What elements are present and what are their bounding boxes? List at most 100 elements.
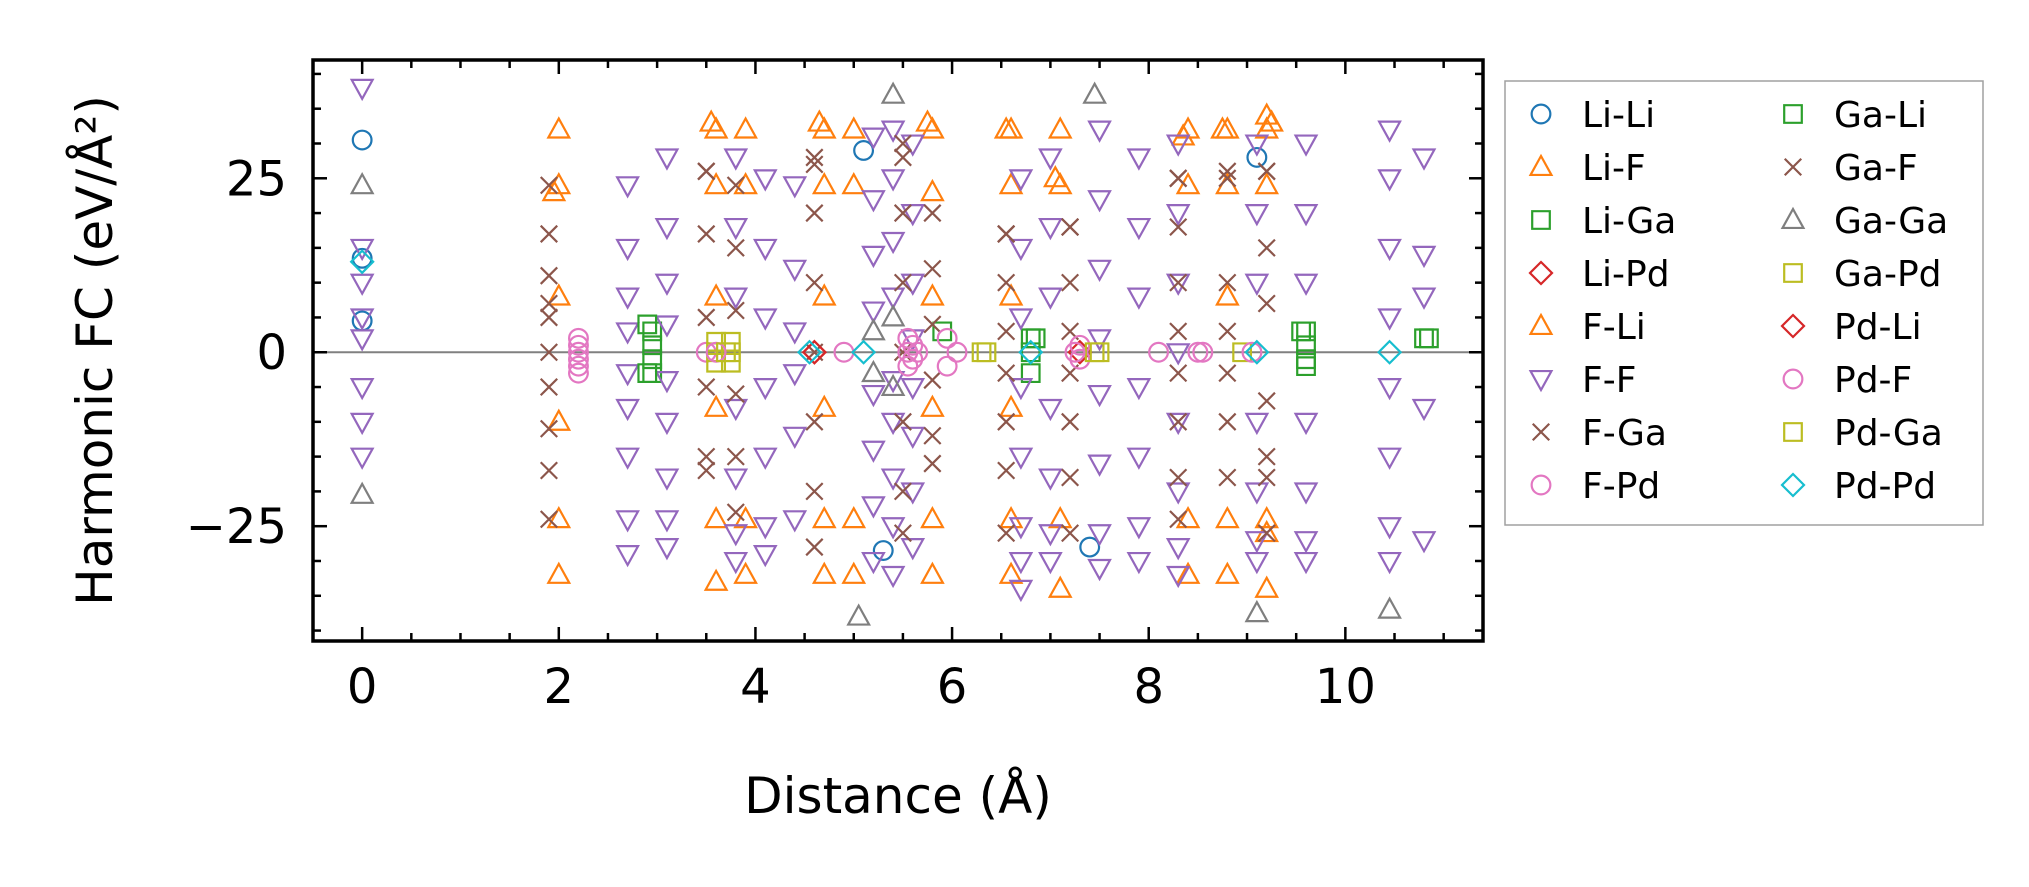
point-f-ga: [726, 176, 745, 195]
legend-marker-pd-f: [1782, 368, 1804, 390]
legend-label: Li-Pd: [1582, 254, 1670, 295]
x-tick-label: 2: [544, 659, 575, 715]
point-ga-f: [697, 162, 716, 181]
point-pd-pd: [1244, 339, 1270, 365]
point-f-f: [880, 468, 906, 491]
point-pd-li: [801, 339, 827, 365]
point-li-ga: [1020, 363, 1041, 384]
point-f-f: [1377, 517, 1402, 540]
point-ga-f: [805, 155, 824, 174]
point-ga-li: [1025, 328, 1046, 349]
plot-frame: [311, 58, 1485, 643]
point-li-f: [703, 171, 729, 195]
point-li-li: [872, 540, 894, 561]
point-f-pd: [568, 327, 589, 349]
point-f-ga: [697, 378, 716, 397]
legend-item-ga-ga: Ga-Ga: [1780, 201, 1948, 242]
point-f-pd: [568, 355, 589, 377]
point-f-f: [1038, 551, 1063, 575]
point-f-li: [1210, 116, 1235, 139]
point-f-f: [1411, 398, 1437, 422]
legend-item-pd-f: Pd-F: [1782, 360, 1912, 401]
point-f-f: [1087, 329, 1112, 352]
point-f-ga: [997, 524, 1016, 543]
point-f-f: [1377, 169, 1402, 192]
point-f-ga: [1257, 294, 1276, 313]
point-ga-ga: [1082, 81, 1107, 104]
point-li-f: [546, 561, 572, 584]
point-f-f: [723, 524, 749, 547]
point-f-ga: [805, 273, 824, 292]
point-f-f: [1377, 447, 1402, 470]
point-f-f: [1038, 217, 1063, 241]
point-f-ga: [893, 273, 912, 292]
point-f-f: [861, 245, 886, 269]
point-f-ga: [1061, 412, 1080, 431]
point-f-ga: [697, 308, 716, 327]
point-f-ga: [1169, 273, 1188, 292]
point-f-f: [1377, 120, 1402, 143]
legend-marker-pd-pd: [1780, 472, 1806, 498]
point-ga-li: [637, 363, 658, 384]
point-f-f: [1377, 308, 1402, 331]
point-f-f: [880, 565, 906, 589]
point-f-ga: [539, 224, 558, 243]
point-ga-ga: [861, 318, 886, 341]
point-f-f: [782, 322, 808, 345]
point-li-f: [920, 283, 945, 306]
point-f-f: [1126, 447, 1152, 470]
legend-item-ga-pd: Ga-Pd: [1783, 254, 1942, 295]
point-pd-ga: [976, 342, 997, 363]
point-f-f: [723, 217, 749, 241]
point-f-ga: [997, 461, 1016, 480]
point-ga-ga: [880, 304, 906, 327]
point-f-pd: [1069, 348, 1091, 370]
x-tick-label: 8: [1133, 659, 1164, 715]
point-f-f: [900, 378, 926, 401]
point-f-f: [1008, 579, 1034, 603]
x-tick-label: 0: [347, 659, 378, 715]
point-f-ga: [539, 176, 558, 195]
point-f-ga: [1169, 412, 1188, 431]
point-ga-f: [539, 510, 558, 529]
point-f-f: [880, 412, 906, 436]
legend-marker-ga-f: [1783, 157, 1803, 177]
legend-label: Li-F: [1582, 148, 1646, 189]
point-f-f: [1244, 273, 1270, 296]
point-f-ga: [1218, 169, 1237, 188]
legend-item-f-pd: F-Pd: [1530, 466, 1660, 507]
y-tick-label: −25: [186, 499, 287, 555]
point-f-f: [1244, 531, 1270, 554]
legend-marker-f-ga: [1531, 422, 1551, 442]
point-f-f: [723, 398, 749, 422]
legend-item-ga-f: Ga-F: [1783, 148, 1918, 189]
point-f-li: [1259, 109, 1284, 132]
legend: Li-Li Li-F Li-Ga Li-Pd F-Li F-F F-Ga F-Pd Ga-Li G…: [1504, 80, 1984, 526]
legend-item-pd-li: Pd-Li: [1780, 307, 1922, 348]
legend-marker-ga-pd: [1783, 263, 1803, 283]
point-f-f: [1087, 190, 1112, 213]
point-f-ga: [923, 454, 942, 473]
point-f-f: [861, 440, 886, 463]
point-f-li: [541, 178, 567, 202]
point-f-f: [615, 510, 640, 533]
point-f-f: [1165, 482, 1191, 505]
point-f-f: [782, 176, 808, 199]
point-ga-ga: [349, 481, 375, 504]
point-f-f: [1008, 551, 1034, 575]
legend-marker-ga-ga: [1780, 206, 1806, 230]
point-f-ga: [697, 224, 716, 243]
point-f-f: [752, 308, 778, 331]
point-f-pd: [936, 327, 958, 349]
point-ga-f: [997, 224, 1016, 243]
point-f-f: [900, 482, 926, 505]
point-f-ga: [539, 343, 558, 362]
legend-item-f-li: F-Li: [1528, 307, 1646, 348]
point-f-ga: [923, 426, 942, 445]
legend-item-li-ga: Li-Ga: [1531, 201, 1676, 242]
point-f-f: [1165, 273, 1191, 296]
point-f-f: [1293, 531, 1319, 554]
legend-label: F-Pd: [1582, 466, 1660, 507]
point-f-f: [1411, 287, 1437, 310]
point-f-f: [349, 329, 375, 352]
